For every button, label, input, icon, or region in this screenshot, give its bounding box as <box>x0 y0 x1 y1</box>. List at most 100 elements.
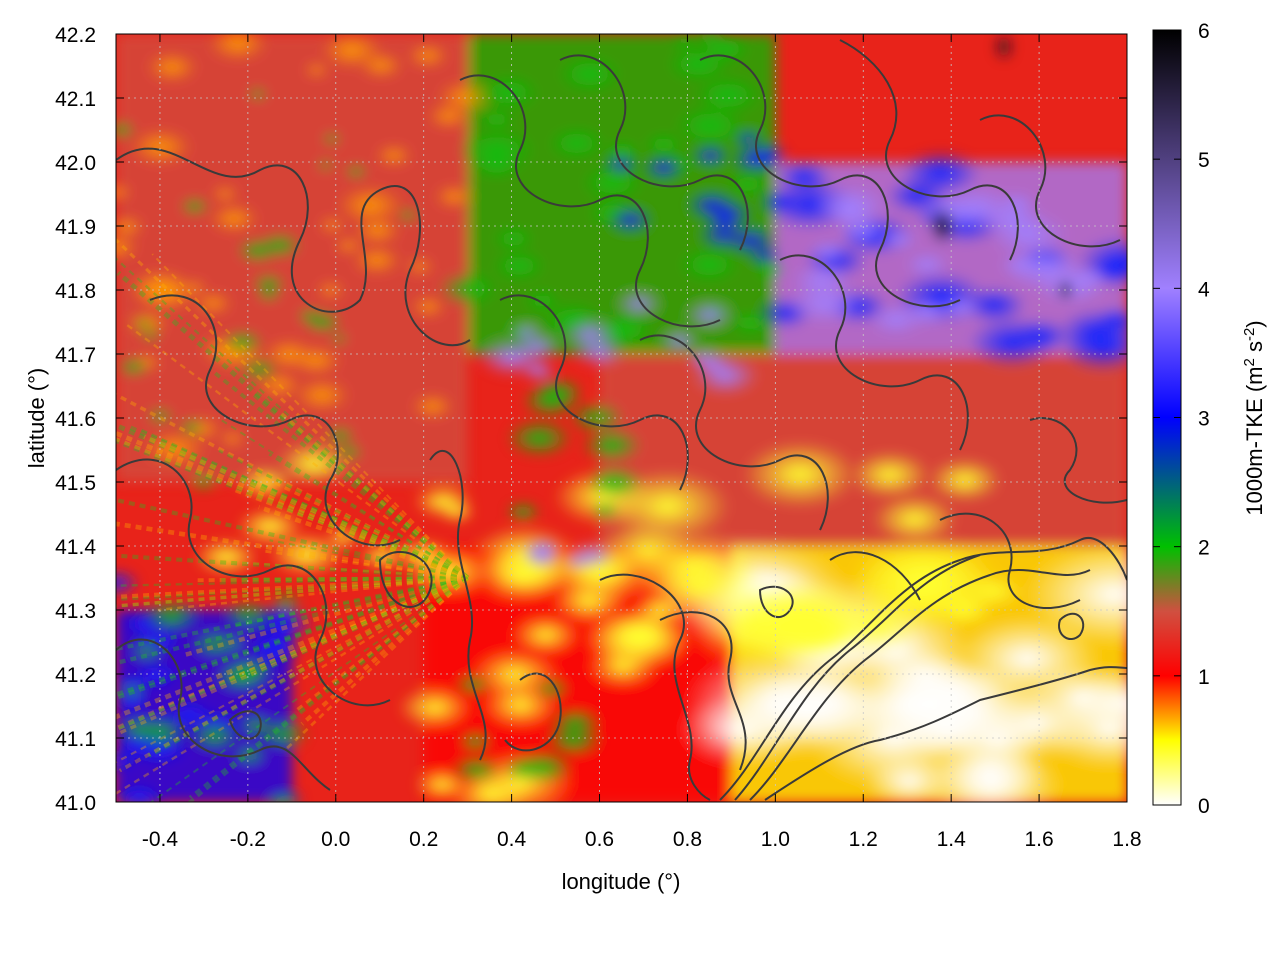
contour-line <box>429 450 487 761</box>
field-streak <box>246 467 469 580</box>
contour-line <box>1058 612 1085 640</box>
field-blob <box>557 55 622 93</box>
colorbar-label-main: 1000m-TKE (m <box>1242 366 1267 515</box>
field-blob <box>247 88 268 100</box>
field-blob <box>452 755 500 783</box>
contour-line <box>659 611 747 771</box>
contour-line <box>699 54 961 308</box>
contour-line <box>378 550 433 608</box>
field-blob <box>873 495 956 543</box>
field-blob <box>493 227 534 251</box>
field-blob <box>322 133 342 145</box>
field-blobs <box>116 34 1127 802</box>
field-blob <box>743 442 857 507</box>
x-tick-label: 0.2 <box>409 828 438 851</box>
field-blob <box>550 579 628 624</box>
colorbar-tick-label: 4 <box>1198 278 1210 301</box>
field-blob <box>510 322 544 342</box>
field-streak <box>261 549 468 580</box>
field-blob <box>132 662 180 689</box>
field-streak <box>158 576 469 710</box>
field-blob <box>510 615 581 655</box>
field-blob <box>236 238 279 263</box>
field-blob <box>116 569 141 597</box>
field-streak <box>116 576 468 587</box>
field-streak <box>269 539 468 580</box>
field-blob <box>354 217 401 244</box>
field-blob <box>492 250 546 281</box>
field-blob <box>344 165 368 178</box>
field-blob <box>678 694 803 765</box>
field-blob <box>695 354 733 375</box>
field-blob <box>678 247 741 283</box>
field-blob <box>147 408 174 424</box>
contour-line <box>116 458 391 707</box>
field-blob <box>116 216 144 237</box>
y-tick-labels: 41.0 41.1 41.2 41.3 41.4 41.5 41.6 41.7 41.8 41.9… <box>55 24 96 815</box>
field-streak <box>116 575 469 697</box>
field-streak <box>276 409 469 580</box>
field-blob <box>192 630 238 657</box>
field-blob <box>238 468 292 499</box>
contour-line <box>764 666 1127 801</box>
contour-line <box>639 334 829 531</box>
field-blob <box>521 384 579 418</box>
field-blob <box>904 251 950 278</box>
field-blob <box>614 618 668 649</box>
field-streak <box>118 576 469 773</box>
field-blob <box>334 444 363 461</box>
colorbar-tick-label: 5 <box>1198 149 1210 172</box>
x-tick-label: 0.8 <box>673 828 702 851</box>
heatmap-field <box>116 34 1127 802</box>
field-streak <box>116 575 469 720</box>
field-streak <box>126 424 469 581</box>
field-blob <box>412 394 453 418</box>
contour-line <box>719 537 1127 801</box>
field-region-northwest <box>116 34 468 482</box>
field-blob <box>271 593 302 611</box>
field-blob <box>938 294 984 321</box>
x-tick-label: 1.8 <box>1112 828 1141 851</box>
colorbar-label-sup2: -2 <box>1241 328 1258 341</box>
y-tick-label: 41.7 <box>55 344 96 367</box>
colorbar-tick-label: 0 <box>1198 795 1210 818</box>
field-streak <box>245 576 469 680</box>
contour-line <box>979 114 1121 248</box>
field-blob <box>239 358 279 381</box>
field-blob <box>980 200 1045 238</box>
contour-line <box>559 54 749 251</box>
field-blob <box>692 145 729 167</box>
field-blob <box>879 228 919 251</box>
field-blob <box>519 538 561 563</box>
field-blob <box>236 507 304 546</box>
field-blob <box>954 616 1101 701</box>
field-blob <box>116 784 166 802</box>
contour-line <box>839 39 1019 261</box>
field-streak <box>116 576 469 732</box>
field-blob <box>304 311 342 333</box>
x-tick-label: -0.2 <box>230 828 266 851</box>
field-blob <box>116 184 131 200</box>
field-blob <box>353 246 401 274</box>
contour-line <box>829 551 921 601</box>
field-blob <box>435 185 473 208</box>
colorbar-ticks <box>1153 29 1181 806</box>
field-blob <box>900 150 981 196</box>
field-blob <box>408 44 448 67</box>
field-streak <box>116 438 469 581</box>
x-tick-label: 1.6 <box>1024 828 1053 851</box>
field-blob <box>413 484 473 519</box>
field-blob <box>221 637 245 651</box>
field-streak <box>116 521 469 581</box>
field-streak <box>282 576 469 753</box>
field-blob <box>411 297 446 317</box>
field-blob <box>140 329 161 341</box>
field-blob <box>786 281 864 326</box>
field-blob <box>397 686 473 729</box>
field-blob <box>608 207 653 233</box>
x-tick-label: 0.0 <box>321 828 350 851</box>
field-streak <box>240 576 468 581</box>
field-blob <box>189 721 240 751</box>
field-blob <box>252 274 286 293</box>
field-blob <box>807 239 849 264</box>
